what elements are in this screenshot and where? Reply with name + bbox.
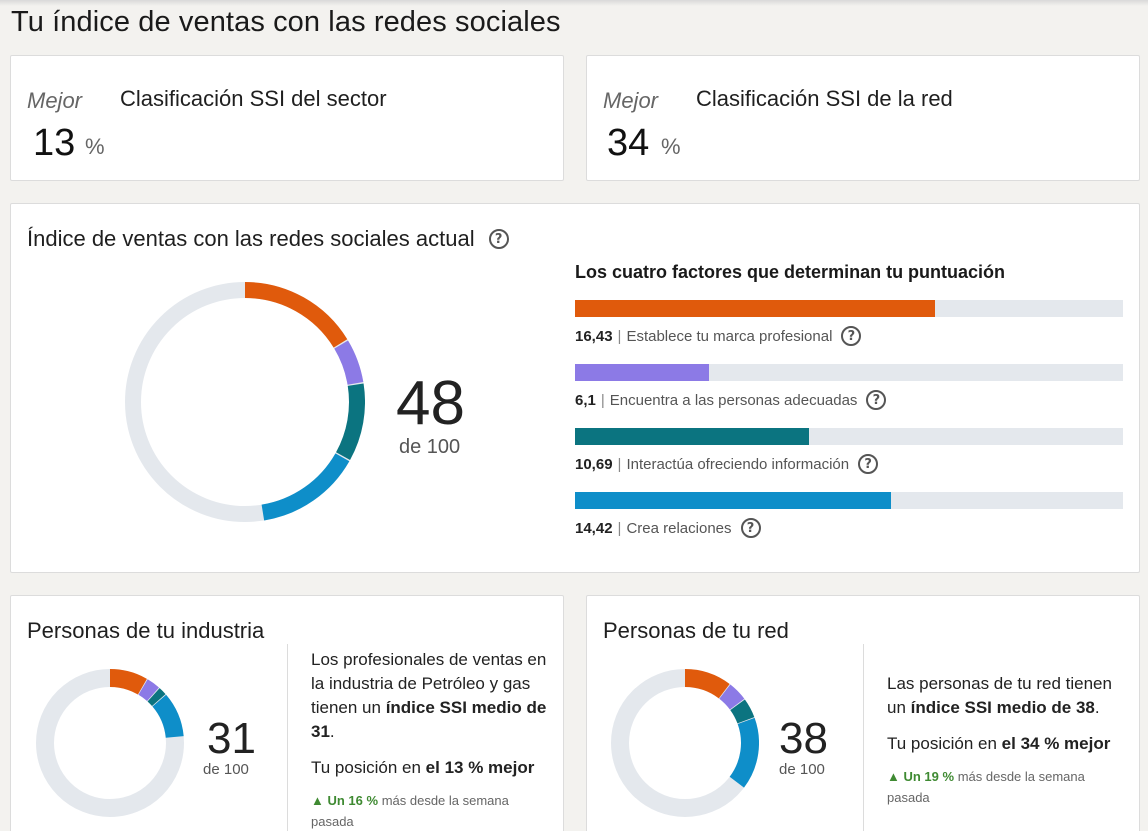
network-position: Tu posición en el 34 % mejor — [887, 732, 1137, 756]
position-label: Tu posición en — [311, 758, 421, 777]
help-icon[interactable]: ? — [488, 229, 509, 249]
factor-label: Crea relaciones — [626, 519, 732, 537]
period: . — [329, 722, 335, 741]
rank-better-label: Mejor — [603, 88, 659, 113]
donut-segment — [684, 669, 730, 699]
network-average: índice SSI medio de 38 — [910, 698, 1095, 717]
factor-bar-track — [575, 428, 1123, 445]
sector-rank-card: Mejor 13 % Clasificación SSI del sector — [10, 55, 564, 181]
factor-bar-fill — [575, 300, 936, 317]
factor-value: 6,1 — [575, 391, 596, 409]
industry-position: Tu posición en el 13 % mejor — [311, 756, 561, 780]
rank-value: 34 — [607, 122, 650, 164]
factor-value: 10,69 — [575, 455, 613, 473]
network-peers-card: Personas de tu red 38 de 100 Las persona… — [586, 595, 1140, 831]
help-icon[interactable]: ? — [866, 390, 887, 410]
industry-summary-text: Los profesionales de ventas en la indust… — [311, 650, 547, 717]
network-trend: ▲ Un 19 % más desde la semana pasada — [887, 766, 1107, 808]
factors-title: Los cuatro factores que determinan tu pu… — [575, 262, 1006, 282]
factor-value: 14,42 — [575, 519, 613, 537]
score-of-total: de 100 — [399, 436, 461, 458]
factor-row: 16,43 | Establece tu marca profesional ? — [575, 326, 862, 346]
rank-percent: % — [85, 134, 105, 159]
current-ssi-card: Índice de ventas con las redes sociales … — [10, 203, 1140, 573]
industry-score: 31 — [207, 714, 256, 763]
factor-bar-fill — [575, 364, 709, 381]
industry-summary: Los profesionales de ventas en la indust… — [311, 648, 551, 744]
factor-bar-track — [575, 300, 1123, 317]
network-donut-chart — [611, 669, 759, 817]
ssi-donut-chart — [125, 282, 365, 522]
donut-segment — [152, 694, 184, 739]
factor-separator: | — [600, 391, 605, 409]
factor-row: 10,69 | Interactúa ofreciendo información … — [575, 454, 879, 474]
help-icon[interactable]: ? — [858, 454, 879, 474]
donut-segment — [729, 717, 759, 788]
trend-up: ▲ Un 19 % — [887, 769, 955, 784]
factor-label: Establece tu marca profesional — [626, 327, 833, 345]
ssi-score: 48 — [396, 369, 465, 438]
donut-segment — [147, 688, 166, 707]
period: . — [1094, 698, 1100, 717]
donut-segment — [335, 383, 365, 460]
factor-separator: | — [617, 519, 622, 537]
industry-donut-chart — [36, 669, 184, 817]
help-icon[interactable]: ? — [841, 326, 862, 346]
score-of-total: de 100 — [203, 761, 249, 778]
trend-up: ▲ Un 16 % — [311, 793, 379, 808]
position-label: Tu posición en — [887, 734, 997, 753]
page-title: Tu índice de ventas con las redes social… — [11, 6, 561, 38]
donut-segment — [244, 282, 348, 348]
factor-value: 16,43 — [575, 327, 613, 345]
factor-bar-fill — [575, 492, 892, 509]
factor-row: 6,1 | Encuentra a las personas adecuadas ? — [575, 390, 887, 410]
factor-bar-fill — [575, 428, 810, 445]
donut-segment — [334, 340, 364, 385]
donut-segment — [261, 453, 350, 521]
network-rank-card: Mejor 34 % Clasificación SSI de la red — [586, 55, 1140, 181]
factor-row: 14,42 | Crea relaciones ? — [575, 518, 761, 538]
network-summary: Las personas de tu red tienen un índice … — [887, 672, 1132, 720]
rank-value: 13 — [33, 122, 76, 164]
industry-average: índice SSI medio de 31 — [311, 698, 547, 741]
network-summary-text: Las personas de tu red tienen un — [887, 674, 1112, 717]
rank-better-label: Mejor — [27, 88, 83, 113]
trend-text: más desde la semana pasada — [311, 793, 509, 829]
network-title: Personas de tu red — [603, 618, 789, 643]
industry-title: Personas de tu industria — [27, 618, 265, 643]
rank-percent: % — [661, 134, 681, 159]
factor-separator: | — [617, 327, 622, 345]
rank-title: Clasificación SSI del sector — [120, 86, 387, 111]
trend-text: más desde la semana pasada — [887, 769, 1085, 805]
donut-segment — [719, 684, 745, 710]
factor-label: Interactúa ofreciendo información — [626, 455, 850, 473]
help-icon[interactable]: ? — [740, 518, 761, 538]
section-title: Índice de ventas con las redes sociales … — [27, 226, 509, 252]
divider — [863, 644, 864, 831]
divider — [287, 644, 288, 831]
rank-title: Clasificación SSI de la red — [696, 86, 953, 111]
score-of-total: de 100 — [779, 761, 825, 778]
donut-segment — [109, 669, 147, 695]
donut-segment — [730, 699, 755, 724]
top-shadow — [0, 0, 1148, 6]
factor-bar-track — [575, 492, 1123, 509]
position-value: el 13 % mejor — [425, 758, 535, 777]
factor-label: Encuentra a las personas adecuadas — [609, 391, 858, 409]
industry-trend: ▲ Un 16 % más desde la semana pasada — [311, 790, 531, 831]
factor-bar-track — [575, 364, 1123, 381]
position-value: el 34 % mejor — [1001, 734, 1111, 753]
factor-separator: | — [617, 455, 622, 473]
industry-peers-card: Personas de tu industria 31 de 100 Los p… — [10, 595, 564, 831]
donut-segment — [138, 679, 159, 702]
current-ssi-title: Índice de ventas con las redes sociales … — [27, 226, 475, 251]
network-score: 38 — [779, 714, 828, 763]
